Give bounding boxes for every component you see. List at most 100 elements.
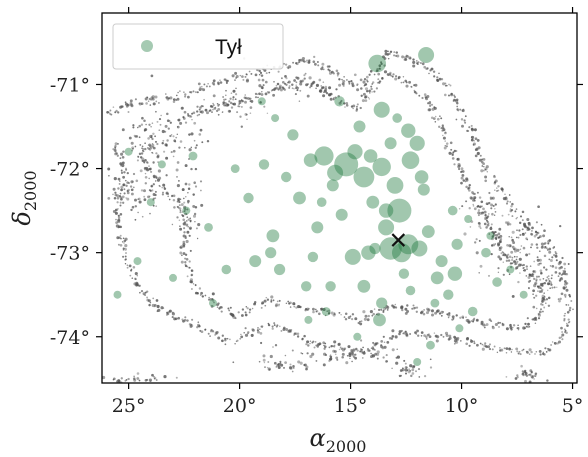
background-star	[158, 118, 162, 121]
background-star	[228, 109, 232, 113]
background-star	[457, 165, 461, 169]
background-star	[529, 265, 532, 267]
background-star	[329, 357, 333, 361]
background-star	[210, 304, 214, 308]
background-star	[525, 374, 529, 377]
data-point	[325, 281, 336, 292]
background-star	[476, 343, 479, 347]
data-point	[455, 324, 464, 333]
data-point	[467, 306, 478, 317]
background-star	[212, 104, 215, 107]
background-star	[338, 83, 342, 87]
data-point	[363, 149, 378, 163]
background-star	[449, 84, 452, 87]
background-star	[431, 107, 435, 111]
background-star	[132, 126, 135, 129]
background-star	[244, 100, 247, 104]
background-star	[182, 242, 186, 246]
background-star	[251, 328, 255, 331]
background-star	[118, 182, 121, 185]
background-star	[130, 104, 134, 108]
background-star	[328, 71, 333, 75]
background-star	[482, 207, 485, 211]
background-star	[277, 365, 281, 370]
background-star	[492, 231, 496, 234]
background-star	[154, 180, 157, 182]
background-star	[411, 372, 415, 375]
background-star	[410, 85, 413, 88]
x-axis-subscript: 2000	[326, 437, 367, 456]
background-star	[123, 242, 125, 244]
background-star	[194, 205, 198, 209]
background-star	[511, 230, 515, 234]
background-star	[434, 311, 438, 315]
background-star	[117, 226, 120, 229]
background-star	[163, 186, 166, 188]
background-star	[317, 64, 320, 67]
background-star	[256, 330, 260, 334]
background-star	[267, 322, 270, 325]
background-star	[535, 221, 538, 224]
background-star	[188, 158, 190, 160]
background-star	[177, 199, 180, 202]
background-star	[459, 108, 462, 111]
background-star	[179, 90, 181, 92]
background-star	[133, 378, 137, 382]
background-star	[361, 351, 364, 354]
background-star	[307, 344, 310, 347]
background-star	[544, 246, 547, 248]
background-star	[356, 83, 359, 86]
background-star	[547, 347, 549, 350]
background-star	[561, 338, 564, 341]
background-star	[139, 169, 143, 173]
background-star	[516, 260, 519, 263]
background-star	[262, 358, 266, 362]
background-star	[492, 204, 495, 207]
background-star	[409, 333, 412, 335]
background-star	[517, 324, 519, 326]
background-star	[461, 315, 465, 319]
background-star	[477, 211, 481, 215]
background-star	[377, 308, 381, 312]
background-star	[398, 332, 401, 336]
background-star	[240, 99, 243, 102]
background-star	[189, 280, 193, 284]
background-star	[190, 167, 193, 171]
background-star	[216, 303, 219, 307]
background-star	[537, 286, 541, 289]
background-star	[144, 291, 147, 294]
background-star	[389, 50, 393, 53]
background-star	[447, 316, 450, 319]
background-star	[270, 300, 273, 303]
background-star	[279, 360, 282, 363]
background-star	[261, 91, 263, 93]
background-star	[533, 378, 535, 380]
background-star	[478, 205, 482, 209]
data-point	[443, 289, 454, 300]
background-star	[458, 208, 461, 210]
background-star	[177, 118, 181, 121]
background-star	[124, 258, 127, 261]
background-star	[148, 303, 151, 307]
background-star	[217, 336, 221, 340]
background-star	[421, 96, 424, 100]
background-star	[154, 197, 157, 200]
background-star	[155, 176, 158, 180]
background-star	[402, 76, 405, 78]
data-point	[258, 159, 270, 170]
background-star	[415, 310, 418, 313]
background-star	[134, 145, 137, 148]
background-star	[271, 89, 274, 91]
background-star	[412, 60, 416, 64]
background-star	[515, 217, 518, 220]
background-star	[232, 102, 235, 106]
background-star	[132, 172, 136, 176]
background-star	[350, 350, 354, 354]
background-star	[260, 341, 263, 345]
background-star	[308, 76, 312, 80]
background-star	[163, 187, 167, 191]
background-star	[444, 93, 447, 97]
background-star	[554, 254, 558, 258]
background-star	[485, 345, 488, 348]
background-star	[112, 106, 115, 108]
